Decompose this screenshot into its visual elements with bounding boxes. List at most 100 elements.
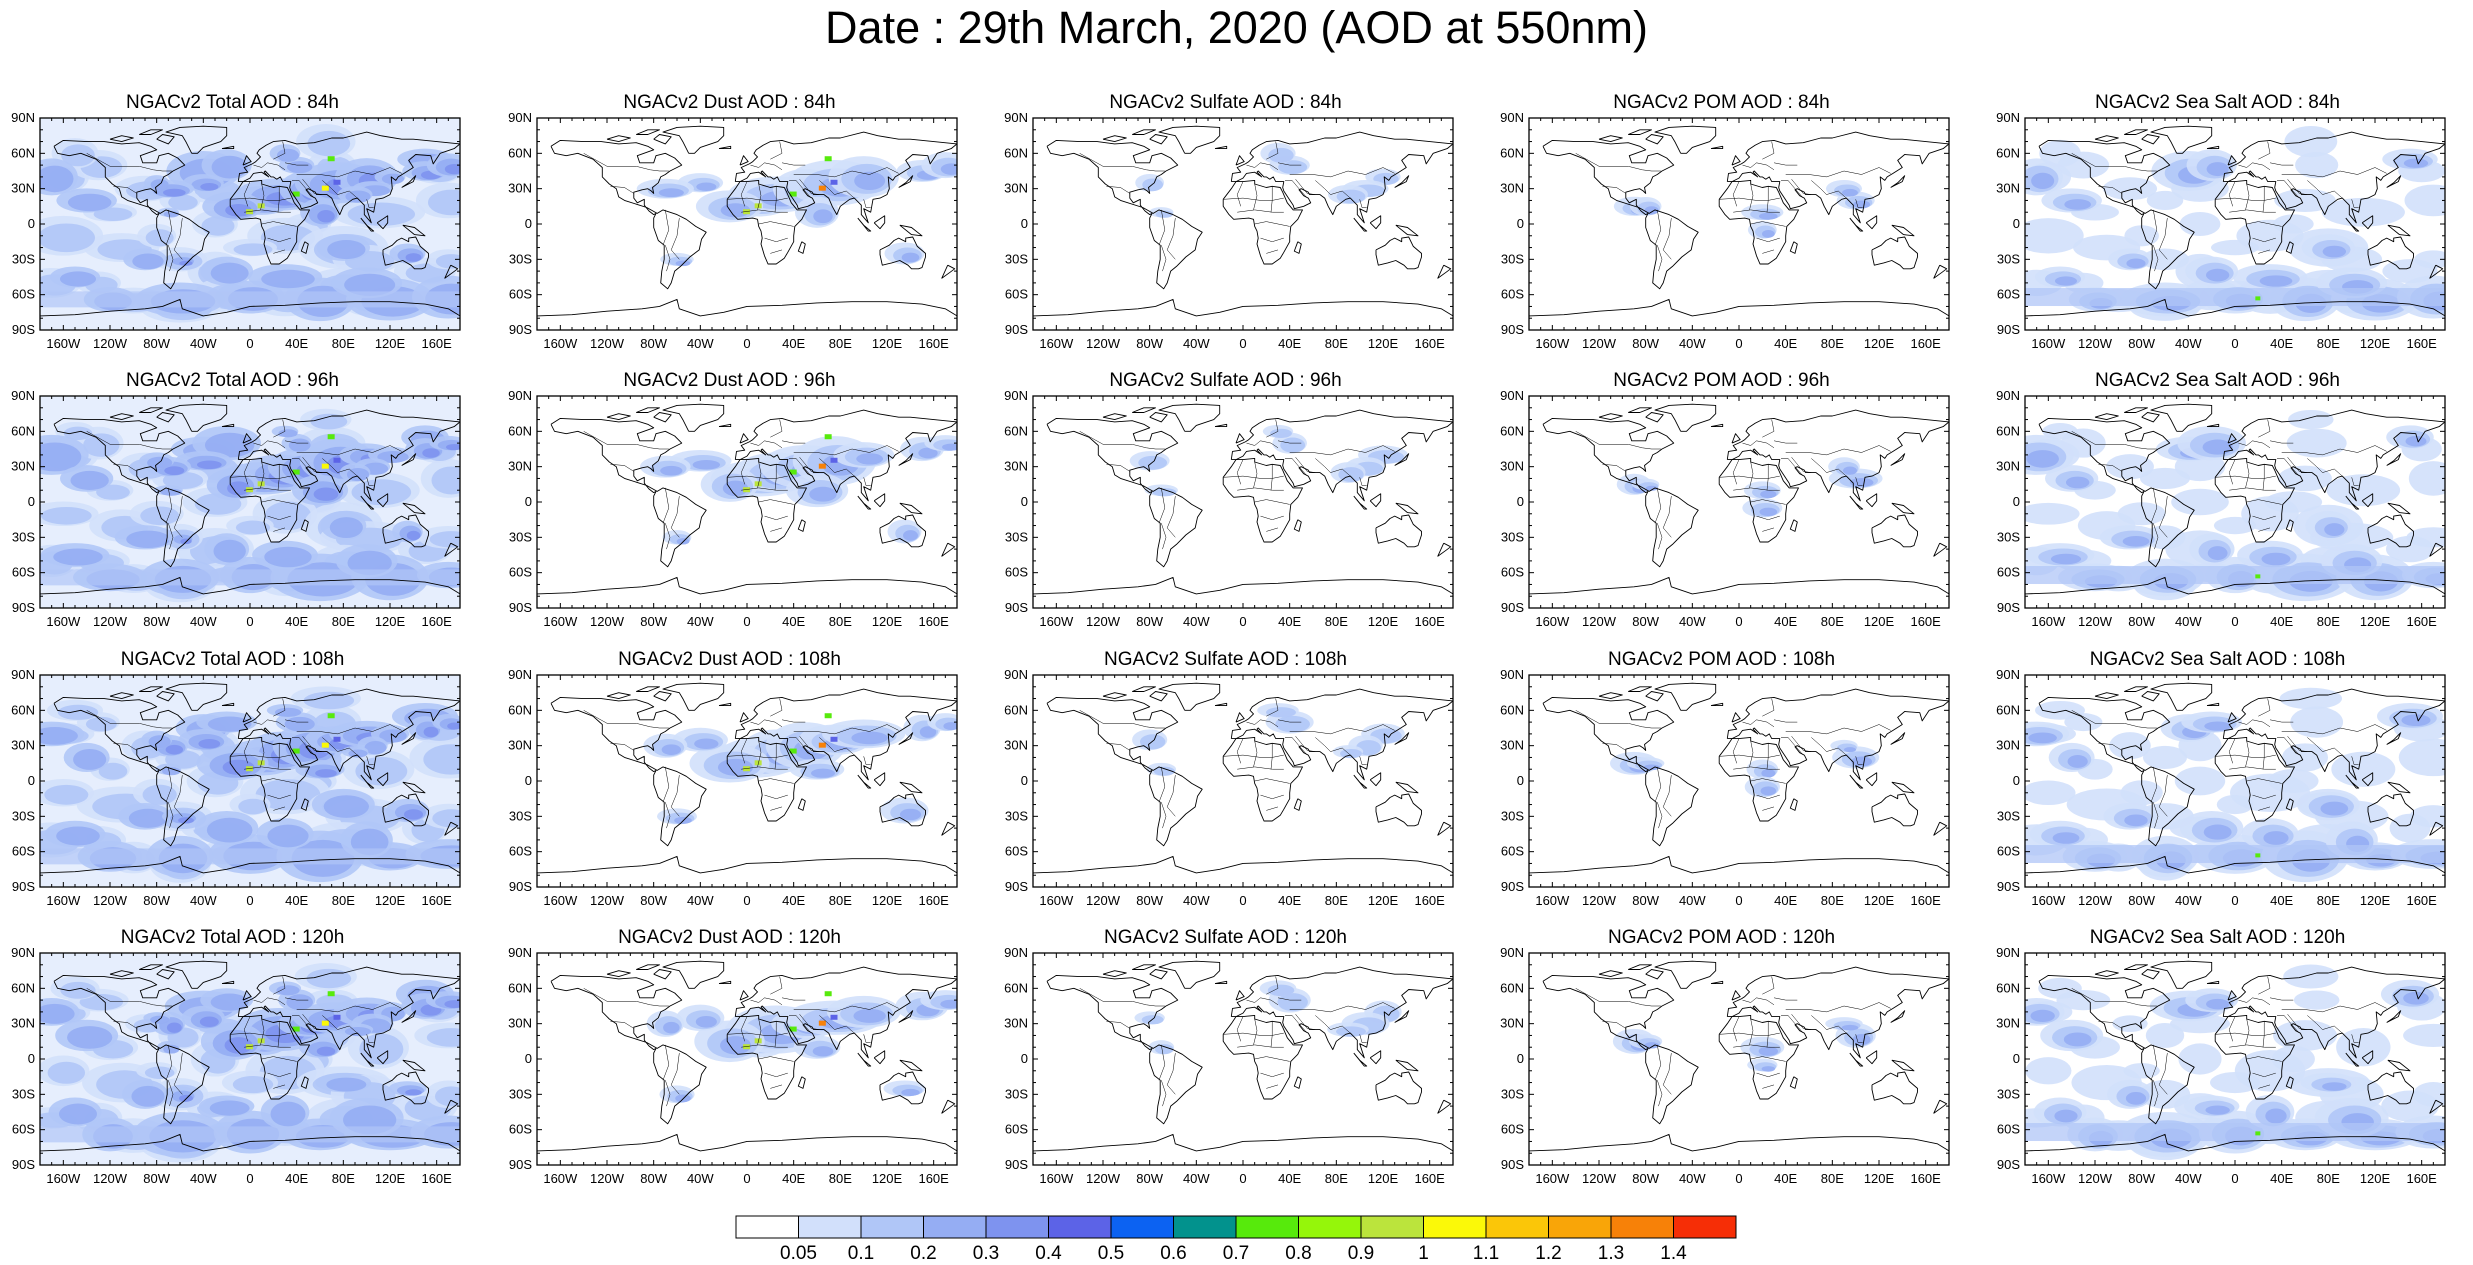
- lon-tick-label: 120W: [93, 1171, 128, 1186]
- lat-tick-label: 60N: [1500, 145, 1524, 160]
- lon-tick-label: 120E: [872, 893, 903, 908]
- lat-tick-label: 90N: [508, 110, 532, 125]
- lat-tick-label: 90N: [1004, 388, 1028, 403]
- colorbar-swatch: [1673, 1215, 1737, 1239]
- lon-tick-label: 120W: [2078, 1171, 2113, 1186]
- world-map: 90N 60N 30N 0 30S 60S 90S 160W 120W 80W 40W 0 40E 80E…: [1996, 945, 2446, 1186]
- lon-tick-label: 80E: [332, 336, 355, 351]
- lon-tick-label: 40E: [2270, 336, 2293, 351]
- world-map: 90N 60N 30N 0 30S 60S 90S 160W 120W 80W 40W 0 40E 80E…: [1500, 945, 1950, 1186]
- lat-tick-label: 30S: [509, 808, 532, 823]
- lon-tick-label: 160E: [1910, 1171, 1941, 1186]
- lon-tick-label: 40W: [190, 614, 217, 629]
- lon-tick-label: 0: [1735, 336, 1742, 351]
- coastlines: [1529, 682, 1949, 874]
- lat-tick-label: 60S: [12, 844, 35, 859]
- lon-tick-label: 40W: [1679, 336, 1706, 351]
- colorbar-swatch: [1048, 1215, 1112, 1239]
- lat-tick-label: 30S: [1997, 251, 2020, 266]
- lon-tick-label: 80E: [1821, 1171, 1844, 1186]
- world-map: 90N 60N 30N 0 30S 60S 90S 160W 120W 80W 40W 0 40E 80E…: [508, 388, 958, 629]
- coastlines: [2025, 125, 2445, 317]
- panel-title: NGACv2 POM AOD : 84h: [1613, 92, 1830, 113]
- lon-tick-label: 120W: [2078, 614, 2113, 629]
- lon-tick-label: 160W: [1039, 893, 1074, 908]
- lon-tick-label: 160W: [2031, 1171, 2066, 1186]
- lon-tick-label: 80W: [143, 893, 170, 908]
- lon-tick-label: 80W: [640, 336, 667, 351]
- lon-tick-label: 160E: [1414, 1171, 1445, 1186]
- colorbar-swatch: [1360, 1215, 1424, 1239]
- lon-tick-label: 40W: [190, 1171, 217, 1186]
- lon-tick-label: 40E: [2270, 1171, 2293, 1186]
- lat-tick-label: 0: [28, 1051, 35, 1066]
- colorbar-swatch: [1235, 1215, 1299, 1239]
- lon-tick-label: 40W: [687, 1171, 714, 1186]
- lon-tick-label: 120E: [1864, 336, 1895, 351]
- country-borders: [2071, 141, 2387, 272]
- lon-tick-label: 40E: [1278, 336, 1301, 351]
- lat-tick-label: 30S: [12, 251, 35, 266]
- lon-tick-label: 0: [1239, 336, 1246, 351]
- lon-tick-label: 40W: [687, 614, 714, 629]
- lon-tick-label: 160W: [543, 1171, 578, 1186]
- lat-tick-label: 90S: [1501, 600, 1524, 615]
- country-borders: [583, 698, 899, 829]
- lat-tick-label: 0: [1517, 494, 1524, 509]
- lon-tick-label: 40W: [687, 336, 714, 351]
- lon-tick-label: 0: [2231, 893, 2238, 908]
- country-borders: [1079, 141, 1395, 272]
- lat-tick-label: 30S: [1997, 1086, 2020, 1101]
- country-borders: [86, 976, 402, 1107]
- lon-tick-label: 40W: [1679, 614, 1706, 629]
- colorbar-swatch: [1548, 1215, 1612, 1239]
- lon-tick-label: 120W: [1086, 336, 1121, 351]
- lat-tick-label: 90N: [508, 945, 532, 960]
- lat-tick-label: 90N: [1004, 945, 1028, 960]
- lon-tick-label: 160W: [2031, 336, 2066, 351]
- lat-tick-label: 60N: [1500, 423, 1524, 438]
- lon-tick-label: 40E: [2270, 893, 2293, 908]
- country-borders: [1575, 419, 1891, 550]
- lon-tick-label: 0: [743, 1171, 750, 1186]
- lat-tick-label: 90N: [11, 945, 35, 960]
- lat-tick-label: 30N: [508, 181, 532, 196]
- lat-tick-label: 90N: [508, 388, 532, 403]
- lat-tick-label: 30S: [509, 251, 532, 266]
- lon-tick-label: 120E: [872, 1171, 903, 1186]
- lat-tick-label: 90S: [509, 1157, 532, 1172]
- panel-title: NGACv2 Dust AOD : 120h: [618, 927, 841, 948]
- coastlines: [2025, 682, 2445, 874]
- lon-tick-label: 0: [1735, 1171, 1742, 1186]
- lon-tick-label: 40E: [285, 614, 308, 629]
- lon-tick-label: 160E: [421, 614, 452, 629]
- country-borders: [583, 141, 899, 272]
- world-map: 90N 60N 30N 0 30S 60S 90S 160W 120W 80W 40W 0 40E 80E…: [1500, 667, 1950, 908]
- coastlines: [537, 960, 957, 1152]
- colorbar-label: 0.6: [1160, 1243, 1186, 1264]
- lat-tick-label: 60S: [1005, 287, 1028, 302]
- lat-tick-label: 60N: [1004, 423, 1028, 438]
- map-panel-total-2: NGACv2 Total AOD : 108h 90N 60N 30N 0 30S 60S 9…: [0, 649, 465, 927]
- panel-title: NGACv2 Total AOD : 96h: [126, 370, 339, 391]
- lon-tick-label: 160E: [1910, 614, 1941, 629]
- lon-tick-label: 80W: [2128, 893, 2155, 908]
- lon-tick-label: 0: [2231, 336, 2238, 351]
- lat-tick-label: 60N: [1996, 980, 2020, 995]
- lon-tick-label: 80E: [829, 336, 852, 351]
- country-borders: [2071, 976, 2387, 1107]
- lat-tick-label: 60S: [1501, 565, 1524, 580]
- lon-tick-label: 120W: [590, 336, 625, 351]
- lat-tick-label: 60N: [1996, 145, 2020, 160]
- map-panel-pom-0: NGACv2 POM AOD : 84h 90N 60N 30N 0 30S 60S 90S 1…: [1489, 92, 1954, 370]
- lat-tick-label: 90N: [508, 667, 532, 682]
- lat-tick-label: 60S: [509, 565, 532, 580]
- lon-tick-label: 40W: [2175, 893, 2202, 908]
- lon-tick-label: 160E: [2406, 893, 2437, 908]
- lat-tick-label: 60N: [1004, 145, 1028, 160]
- lat-tick-label: 60S: [12, 1122, 35, 1137]
- lat-tick-label: 90S: [1997, 322, 2020, 337]
- map-panel-seasalt-3: NGACv2 Sea Salt AOD : 120h 90N 60N 30N 0 30S 6…: [1985, 927, 2450, 1205]
- lon-tick-label: 80W: [1136, 336, 1163, 351]
- coastlines: [1033, 960, 1453, 1152]
